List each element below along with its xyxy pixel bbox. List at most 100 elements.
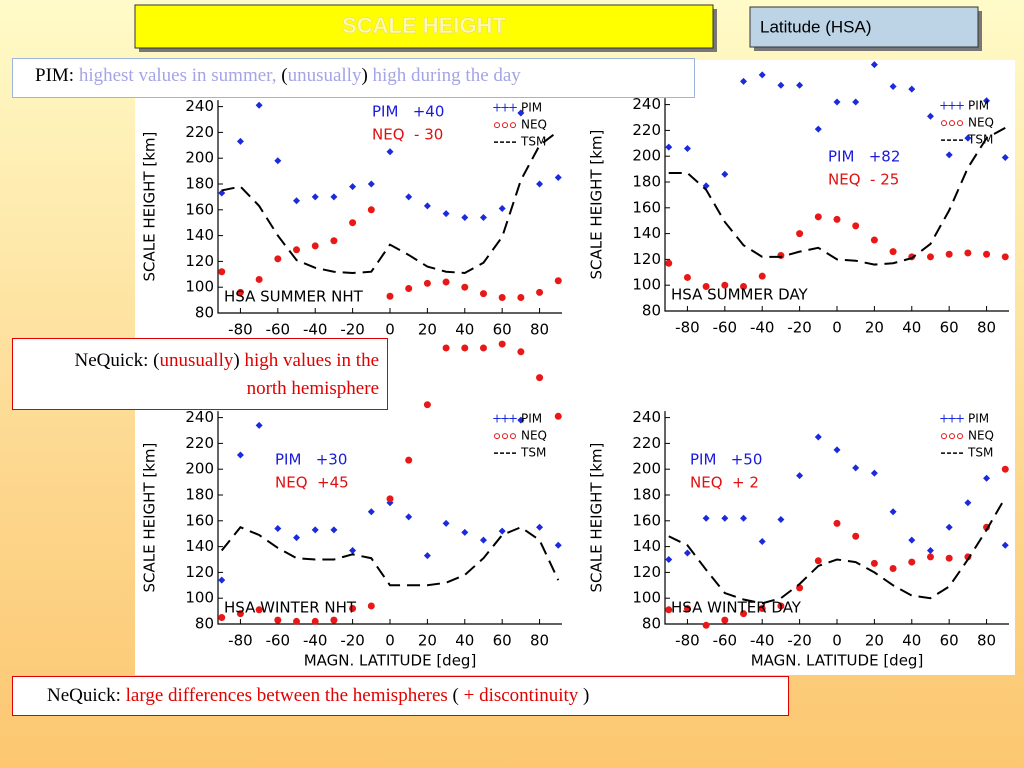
pim-point [498,205,506,213]
neq-point [274,616,282,624]
x-tick-label: 0 [385,632,395,650]
pim-point [777,516,785,524]
pim-point [349,546,357,554]
pim-point [554,541,562,549]
pim-point [852,98,860,106]
tag: Latitude (HSA) [760,17,872,36]
neq-point [683,605,691,613]
legend-label: TSM [967,446,993,460]
y-tick-label: 240 [185,97,214,115]
legend-key [502,122,508,129]
y-tick-label: 180 [632,173,661,191]
neq-point [665,606,673,614]
pim-point [311,193,319,201]
neq-point [758,272,766,280]
pim-point [293,197,301,205]
neq-point [814,557,822,565]
note-segment: ( [447,685,464,706]
neq-point [852,532,860,540]
neq-point [498,294,506,302]
annotation: PIM +82 [828,148,900,166]
x-tick-label: 40 [902,319,921,337]
y-tick-label: 100 [185,589,214,607]
pim-point [777,81,785,89]
pim-point [367,180,375,188]
neq-point [461,344,469,352]
x-tick-label: 60 [493,632,512,650]
note-segment: + discontinuity [463,685,579,706]
title-box [134,4,714,49]
neq-point [833,519,841,527]
y-tick-label: 200 [185,460,214,478]
pim-point [423,202,431,210]
neq-point [367,206,375,214]
pim-point [983,97,991,105]
legend-key: + [939,412,949,426]
panel-label: HSA SUMMER NHT [224,288,364,306]
y-axis-label: SCALE HEIGHT [km] [141,443,159,593]
neq-point [423,279,431,287]
legend-key: + [947,99,957,113]
y-tick-label: 180 [632,486,661,504]
neq-point [386,292,394,300]
x-axis-label: MAGN. LATITUDE [deg] [751,652,924,670]
x-tick-label: -80 [228,321,253,339]
neq-point [740,610,748,618]
pim-point [274,525,282,533]
neq-point [945,250,953,258]
legend-key [494,122,500,129]
legend-key: + [939,99,949,113]
legend-label: PIM [521,101,542,115]
x-tick-label: 60 [940,319,959,337]
note-segment: unusually [159,350,234,371]
legend-key [949,120,955,127]
tsm-line [668,126,1006,266]
y-axis-label: SCALE HEIGHT [km] [588,130,606,280]
neq-point [702,621,710,629]
neq-point [983,250,991,258]
legend-key [957,120,963,127]
neq-point [517,348,525,356]
x-tick-label: -40 [303,321,328,339]
neq-point [702,282,710,290]
pim-point [442,519,450,527]
y-tick-label: 180 [185,175,214,193]
neq-point [405,456,413,464]
x-tick-label: 20 [418,321,437,339]
y-tick-label: 240 [185,408,214,426]
note-segment: ) [233,350,240,371]
y-tick-label: 120 [185,563,214,581]
pim-point [386,148,394,156]
neq-point [218,268,226,276]
pim-point [274,157,282,165]
pim-point [945,151,953,159]
y-tick-label: 220 [185,123,214,141]
neq-point [311,242,319,250]
title: SCALE HEIGHT [342,13,506,38]
y-tick-label: 140 [185,537,214,555]
neq-point [758,605,766,613]
y-tick-label: 120 [632,563,661,581]
x-tick-label: 80 [530,321,549,339]
neq-point [889,248,897,256]
legend-key: + [947,412,957,426]
neq-point [721,281,729,289]
pim-point [889,83,897,91]
legend-key [510,122,516,129]
neq-point [330,616,338,624]
x-tick-label: -20 [340,632,365,650]
legend-label: TSM [967,133,993,147]
neq-point [405,284,413,292]
y-tick-label: 140 [632,224,661,242]
y-tick-label: 160 [185,511,214,529]
legend-label: NEQ [521,118,547,132]
neq-point [293,246,301,254]
pim-point [964,134,972,142]
pim-point [405,193,413,201]
pim-point [702,514,710,522]
x-tick-label: -80 [228,632,253,650]
legend-label: PIM [968,99,989,113]
note-nequick-diff: NeQuick: large differences between the h… [12,676,789,716]
